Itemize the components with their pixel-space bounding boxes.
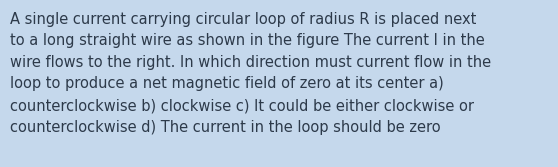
Text: A single current carrying circular loop of radius R is placed next
to a long str: A single current carrying circular loop … (10, 12, 491, 135)
